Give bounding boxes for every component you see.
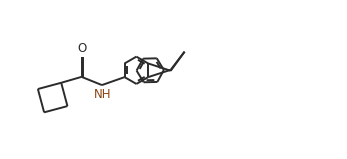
Text: O: O: [78, 42, 87, 55]
Text: NH: NH: [94, 88, 111, 101]
